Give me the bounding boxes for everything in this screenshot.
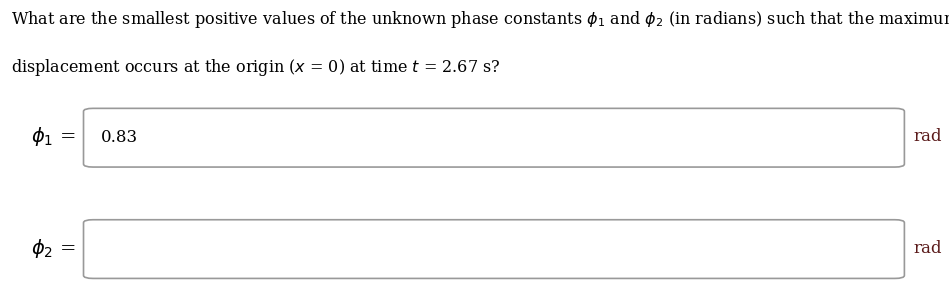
Text: What are the smallest positive values of the unknown phase constants $\phi_1$ an: What are the smallest positive values of… bbox=[11, 9, 949, 30]
Text: $\phi_2$ =: $\phi_2$ = bbox=[31, 237, 76, 260]
Text: $\phi_1$ =: $\phi_1$ = bbox=[31, 126, 76, 148]
FancyBboxPatch shape bbox=[84, 220, 904, 278]
Text: displacement occurs at the origin ($x$ = 0) at time $t$ = 2.67 s?: displacement occurs at the origin ($x$ =… bbox=[11, 57, 501, 78]
Text: rad: rad bbox=[913, 240, 941, 257]
Text: 0.83: 0.83 bbox=[101, 129, 138, 146]
Text: rad: rad bbox=[913, 129, 941, 145]
FancyBboxPatch shape bbox=[84, 108, 904, 167]
